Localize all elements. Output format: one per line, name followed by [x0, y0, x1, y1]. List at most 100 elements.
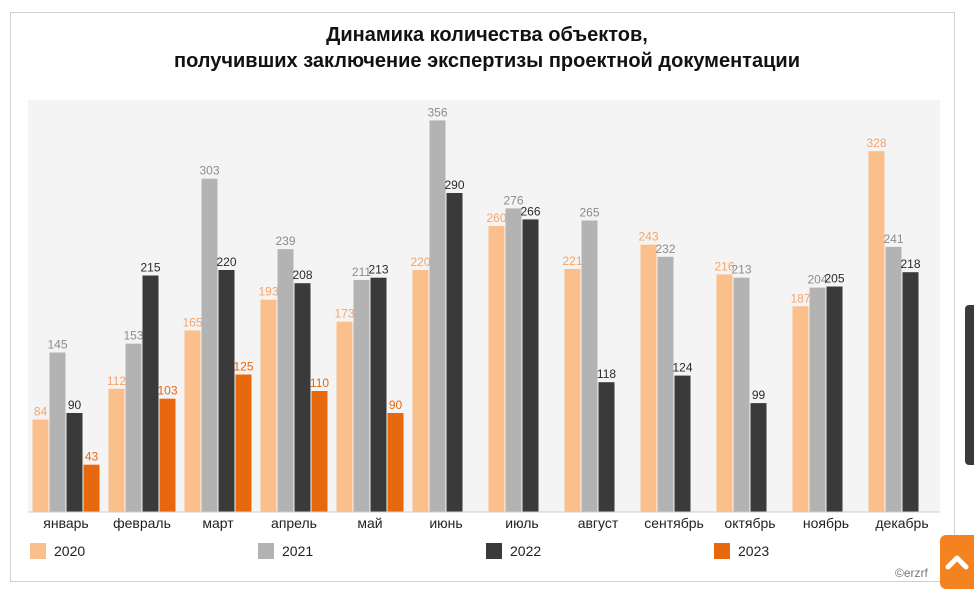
value-label-2020-декабрь: 328 [866, 136, 886, 150]
chart-title-line-2: получивших заключение экспертизы проектн… [174, 50, 800, 72]
value-label-2023-январь: 43 [85, 450, 99, 464]
bar-2020-апрель [260, 299, 277, 512]
bar-2021-октябрь [733, 277, 750, 512]
x-tick-labels-layer: январь февраль март апрель май июнь июль август… [43, 515, 928, 531]
legend-label-2020: 2020 [54, 543, 86, 559]
bar-2022-октябрь [750, 403, 767, 512]
bar-2022-декабрь [902, 272, 919, 512]
bar-2020-август [564, 268, 581, 512]
value-label-2020-январь: 84 [34, 405, 48, 419]
scroll-to-top-button[interactable] [940, 535, 974, 589]
value-label-2020-июль: 260 [486, 211, 506, 225]
value-label-2022-декабрь: 218 [900, 257, 920, 271]
bar-2022-сентябрь [674, 375, 691, 512]
plot-area [28, 100, 940, 512]
value-label-2021-сентябрь: 232 [655, 242, 675, 256]
value-label-2020-ноябрь: 187 [790, 291, 810, 305]
x-tick-label-май: май [357, 515, 382, 531]
bar-2020-октябрь [716, 274, 733, 512]
value-label-2022-июль: 266 [520, 204, 540, 218]
value-label-2022-июнь: 290 [444, 178, 464, 192]
bar-2021-январь [49, 352, 66, 512]
value-label-2023-март: 125 [233, 360, 253, 374]
value-label-2021-декабрь: 241 [883, 232, 903, 246]
bar-2021-декабрь [885, 246, 902, 512]
value-label-2021-июнь: 356 [427, 105, 447, 119]
bar-2022-июль [522, 219, 539, 512]
legend-label-2021: 2021 [282, 543, 314, 559]
bar-2022-июнь [446, 193, 463, 512]
x-tick-label-апрель: апрель [271, 515, 317, 531]
bar-2021-февраль [125, 343, 142, 512]
bar-2022-март [218, 270, 235, 512]
value-label-2022-сентябрь: 124 [672, 361, 692, 375]
legend-item-2022: 2022 [486, 543, 541, 559]
value-label-2022-ноябрь: 205 [824, 272, 844, 286]
bar-2020-февраль [108, 388, 125, 512]
bar-2023-апрель [311, 391, 328, 512]
value-label-2020-март: 165 [182, 316, 202, 330]
value-label-2021-апрель: 239 [275, 234, 295, 248]
side-panel-handle[interactable] [965, 305, 974, 465]
legend: 2020 2021 2022 2023 [0, 543, 974, 567]
chart-title: Динамика количества объектов, получивших… [0, 22, 974, 74]
value-label-2021-октябрь: 213 [731, 263, 751, 277]
bar-2021-август [581, 220, 598, 512]
value-label-2022-апрель: 208 [292, 268, 312, 282]
chevron-up-icon [945, 555, 969, 570]
value-label-2021-август: 265 [579, 206, 599, 220]
bar-2022-январь [66, 413, 83, 512]
bar-2021-июль [505, 208, 522, 512]
value-label-2023-апрель: 110 [310, 376, 329, 390]
x-tick-label-июнь: июнь [429, 515, 462, 531]
bar-2022-апрель [294, 283, 311, 512]
bar-2023-январь [83, 464, 100, 512]
value-label-2021-ноябрь: 204 [807, 273, 827, 287]
bar-2022-ноябрь [826, 286, 843, 512]
chart-title-line-1: Динамика количества объектов, [326, 24, 648, 46]
value-label-2020-август: 221 [562, 254, 582, 268]
copyright-text: ©erzrf [895, 566, 928, 580]
value-label-2022-февраль: 215 [140, 261, 160, 275]
bar-2020-январь [32, 419, 49, 512]
value-label-2021-январь: 145 [47, 338, 67, 352]
bar-2023-февраль [159, 398, 176, 512]
value-label-2021-июль: 276 [503, 193, 523, 207]
value-label-2022-август: 118 [597, 367, 616, 381]
value-label-2022-январь: 90 [68, 398, 82, 412]
legend-swatch-2020 [30, 543, 46, 559]
value-label-2021-март: 303 [199, 164, 219, 178]
bar-2023-март [235, 374, 252, 512]
legend-item-2020: 2020 [30, 543, 85, 559]
value-label-2021-май: 211 [352, 265, 371, 279]
x-tick-label-март: март [202, 515, 234, 531]
bar-2021-июнь [429, 120, 446, 513]
bar-2023-май [387, 413, 404, 512]
bar-2020-май [336, 321, 353, 512]
bar-2021-май [353, 279, 370, 512]
legend-swatch-2021 [258, 543, 274, 559]
bar-2022-февраль [142, 275, 159, 512]
bar-2021-сентябрь [657, 256, 674, 512]
bar-2020-декабрь [868, 151, 885, 512]
value-label-2020-апрель: 193 [258, 285, 278, 299]
legend-swatch-2023 [714, 543, 730, 559]
x-tick-label-июль: июль [505, 515, 538, 531]
x-tick-label-декабрь: декабрь [875, 515, 928, 531]
bar-2020-ноябрь [792, 306, 809, 512]
legend-label-2022: 2022 [510, 543, 542, 559]
value-label-2022-март: 220 [216, 255, 236, 269]
value-label-2020-май: 173 [334, 307, 354, 321]
bar-2021-апрель [277, 249, 294, 512]
bar-2020-сентябрь [640, 244, 657, 512]
value-label-2023-май: 90 [389, 398, 403, 412]
bars-layer [32, 120, 919, 513]
value-label-2020-октябрь: 216 [714, 259, 734, 273]
x-tick-label-август: август [578, 515, 619, 531]
legend-item-2023: 2023 [714, 543, 769, 559]
bar-2020-июнь [412, 270, 429, 512]
value-label-2021-февраль: 153 [123, 329, 143, 343]
x-tick-label-февраль: февраль [113, 515, 171, 531]
value-label-2020-сентябрь: 243 [638, 230, 658, 244]
